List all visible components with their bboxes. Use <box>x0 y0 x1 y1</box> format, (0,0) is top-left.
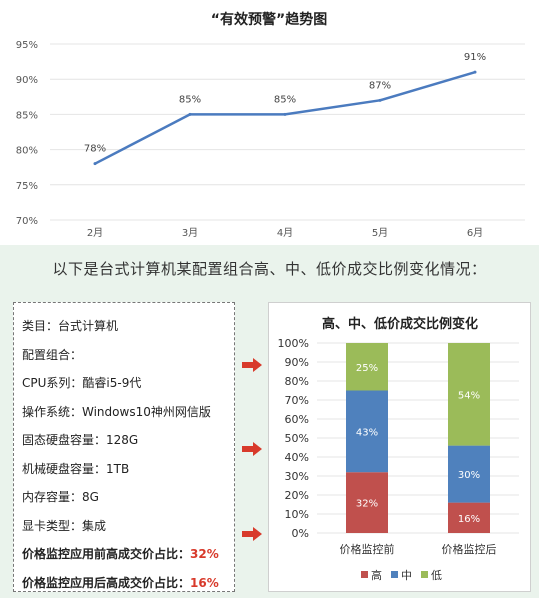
legend-swatch <box>361 571 368 578</box>
x-tick-label: 价格监控前 <box>340 542 395 556</box>
data-label: 85% <box>274 94 296 105</box>
y-tick-label: 100% <box>278 337 309 350</box>
bar-data-label: 32% <box>356 499 378 510</box>
y-tick-label: 90% <box>16 75 38 86</box>
data-label: 78% <box>84 144 106 155</box>
x-tick-label: 价格监控后 <box>442 542 497 556</box>
bar-data-label: 54% <box>458 390 480 401</box>
legend-swatch <box>421 571 428 578</box>
summary-before-label: 价格监控应用前高成交价占比： <box>22 547 191 561</box>
arrow-right-icon <box>242 527 262 541</box>
legend-swatch <box>391 571 398 578</box>
bar-chart: 高、中、低价成交比例变化 0% 10% 20% 30% 40% 50% 60% 70% 80% 90… <box>278 316 519 582</box>
spec-line-os: 操作系统：Windows10神州网信版 <box>22 404 211 419</box>
bar-segment <box>448 343 490 446</box>
chart-title: 高、中、低价成交比例变化 <box>322 316 478 332</box>
bar-data-label: 16% <box>458 514 480 525</box>
legend-label: 中 <box>401 569 412 582</box>
x-tick-label: 3月 <box>182 227 198 239</box>
y-tick-label: 0% <box>292 527 309 540</box>
chart-title: “有效预警”趋势图 <box>211 11 327 28</box>
y-tick-label: 70% <box>16 216 38 227</box>
y-tick-label: 50% <box>285 432 309 445</box>
data-label: 85% <box>179 94 201 105</box>
x-tick-label: 2月 <box>87 227 103 239</box>
bar-data-label: 43% <box>356 427 378 438</box>
data-point <box>93 162 97 166</box>
summary-before: 价格监控应用前高成交价占比：32% <box>22 545 234 574</box>
data-label: 91% <box>464 52 486 63</box>
summary-after: 价格监控应用后高成交价占比：16% <box>22 574 234 598</box>
y-tick-label: 85% <box>16 110 38 121</box>
line-chart-panel: “有效预警”趋势图 70% 75% 80% 85% 90% 95% 2月 3月 4月 5月 6月 78%… <box>0 0 539 245</box>
spec-line-gpu: 显卡类型：集成 <box>22 518 107 533</box>
y-tick-label: 30% <box>285 470 309 483</box>
spec-line-ssd: 固态硬盘容量：128G <box>22 433 139 447</box>
y-tick-label: 70% <box>285 394 309 407</box>
spec-line-category: 类目：台式计算机 <box>22 319 119 333</box>
data-point <box>283 112 287 116</box>
bar-segment <box>346 343 388 391</box>
caption: 以下是台式计算机某配置组合高、中、低价成交比例变化情况： <box>52 260 487 278</box>
y-tick-label: 60% <box>285 413 309 426</box>
spec-line-memory: 内存容量：8G <box>22 490 99 504</box>
y-tick-label: 80% <box>285 375 309 388</box>
spec-line-cpu: CPU系列：酷睿i5-9代 <box>22 376 142 390</box>
spec-line-hdd: 机械硬盘容量：1TB <box>22 461 130 476</box>
x-tick-label: 5月 <box>372 227 388 239</box>
spec-line-config: 配置组合： <box>22 347 83 362</box>
arrow-right-icon <box>242 442 262 456</box>
y-tick-label: 20% <box>285 489 309 502</box>
spec-box: 类目：台式计算机 配置组合： CPU系列：酷睿i5-9代 操作系统：Window… <box>13 302 235 592</box>
x-tick-label: 4月 <box>277 227 293 239</box>
y-tick-label: 95% <box>16 40 38 51</box>
data-label: 87% <box>369 80 391 91</box>
arrow-right-icon <box>242 358 262 372</box>
bar-segment <box>346 472 388 533</box>
bar-data-label: 30% <box>458 470 480 481</box>
summary-before-value: 32% <box>190 547 219 561</box>
data-point <box>473 70 477 74</box>
y-tick-label: 80% <box>16 146 38 157</box>
legend-label: 低 <box>431 569 442 582</box>
x-tick-label: 6月 <box>467 227 483 239</box>
data-point <box>188 112 192 116</box>
summary-after-label: 价格监控应用后高成交价占比： <box>22 575 191 590</box>
y-tick-label: 75% <box>16 181 38 192</box>
legend-label: 高 <box>371 568 382 582</box>
bar-data-label: 25% <box>356 363 378 374</box>
bar-chart-panel: 高、中、低价成交比例变化 0% 10% 20% 30% 40% 50% 60% 70% 80% 90… <box>268 302 531 592</box>
bar-segment <box>448 445 490 503</box>
line-chart: “有效预警”趋势图 70% 75% 80% 85% 90% 95% 2月 3月 4月 5月 6月 78%… <box>16 11 525 239</box>
bar-segment <box>448 502 490 533</box>
data-point <box>378 98 382 102</box>
bar-segment <box>346 390 388 473</box>
y-tick-label: 90% <box>285 356 309 369</box>
y-tick-label: 10% <box>285 508 309 521</box>
y-tick-label: 40% <box>285 451 309 464</box>
summary-after-value: 16% <box>190 575 219 590</box>
